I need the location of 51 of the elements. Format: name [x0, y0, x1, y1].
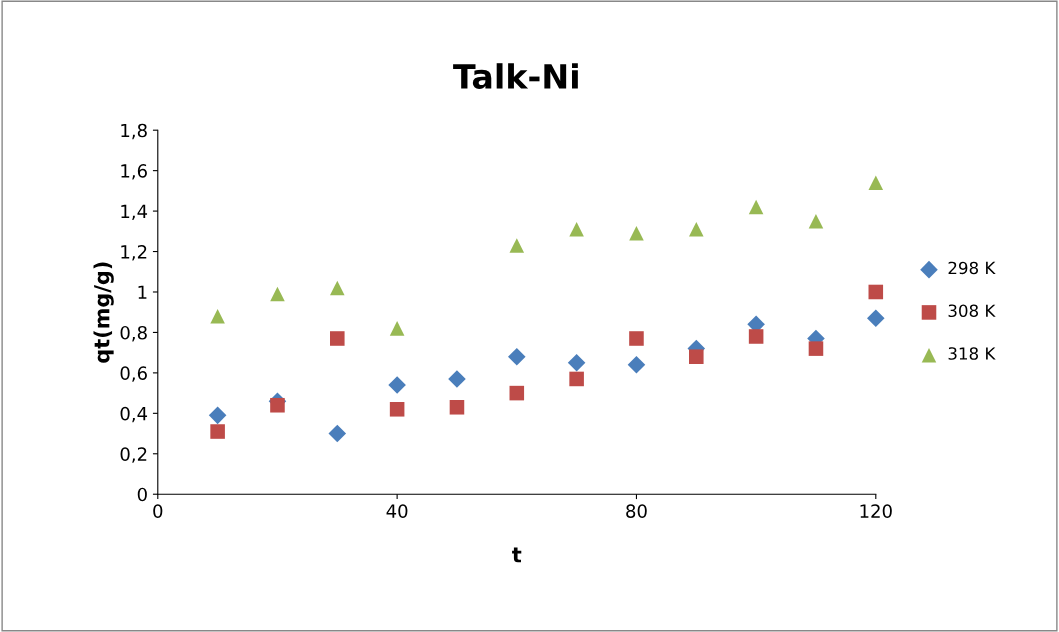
x-axis-title: t [512, 547, 522, 563]
point [689, 349, 704, 364]
point [748, 199, 764, 215]
point [868, 284, 884, 300]
point [808, 213, 824, 229]
point [629, 226, 644, 241]
x-tick-label: 40 [386, 504, 408, 518]
point [569, 222, 584, 237]
point [629, 331, 644, 346]
point [509, 238, 525, 253]
point [328, 424, 347, 443]
point [689, 222, 704, 237]
point [748, 329, 764, 344]
y-tick-label: 0 [137, 487, 147, 502]
x-tick-label: 0 [153, 504, 163, 518]
point [388, 376, 406, 394]
legend-label: 308 K [948, 304, 996, 318]
legend-label: 298 K [948, 261, 996, 275]
point [389, 402, 405, 417]
point [567, 353, 586, 372]
point [210, 424, 225, 439]
y-tick-label: 1,6 [121, 164, 147, 180]
point [808, 341, 824, 356]
point [210, 308, 225, 324]
point [627, 356, 646, 374]
y-tick-label: 0,4 [120, 406, 148, 423]
x-tick-label: 120 [860, 504, 892, 518]
point [868, 175, 884, 191]
point [569, 371, 584, 387]
y-tick-label: 0,2 [120, 447, 147, 463]
x-tick-label: 80 [626, 504, 647, 518]
y-tick-label: 1 [138, 285, 147, 299]
y-tick-label: 1,2 [121, 245, 147, 261]
point [330, 331, 345, 346]
chart-title: Talk-Ni [453, 63, 578, 89]
point [270, 286, 285, 302]
y-tick-label: 1,8 [121, 123, 147, 140]
point [509, 385, 525, 401]
y-axis-title: qt(mg/g) [93, 262, 114, 363]
point [208, 406, 227, 425]
legend-label: 318 K [948, 347, 996, 360]
y-tick-label: 0,6 [120, 366, 147, 382]
y-tick-label: 1,4 [121, 204, 148, 221]
point [449, 399, 465, 415]
point [508, 347, 526, 366]
point [448, 370, 466, 388]
point [330, 280, 345, 296]
point [867, 309, 885, 328]
y-tick-label: 0,8 [120, 325, 147, 342]
point [389, 321, 405, 336]
point [270, 397, 285, 413]
